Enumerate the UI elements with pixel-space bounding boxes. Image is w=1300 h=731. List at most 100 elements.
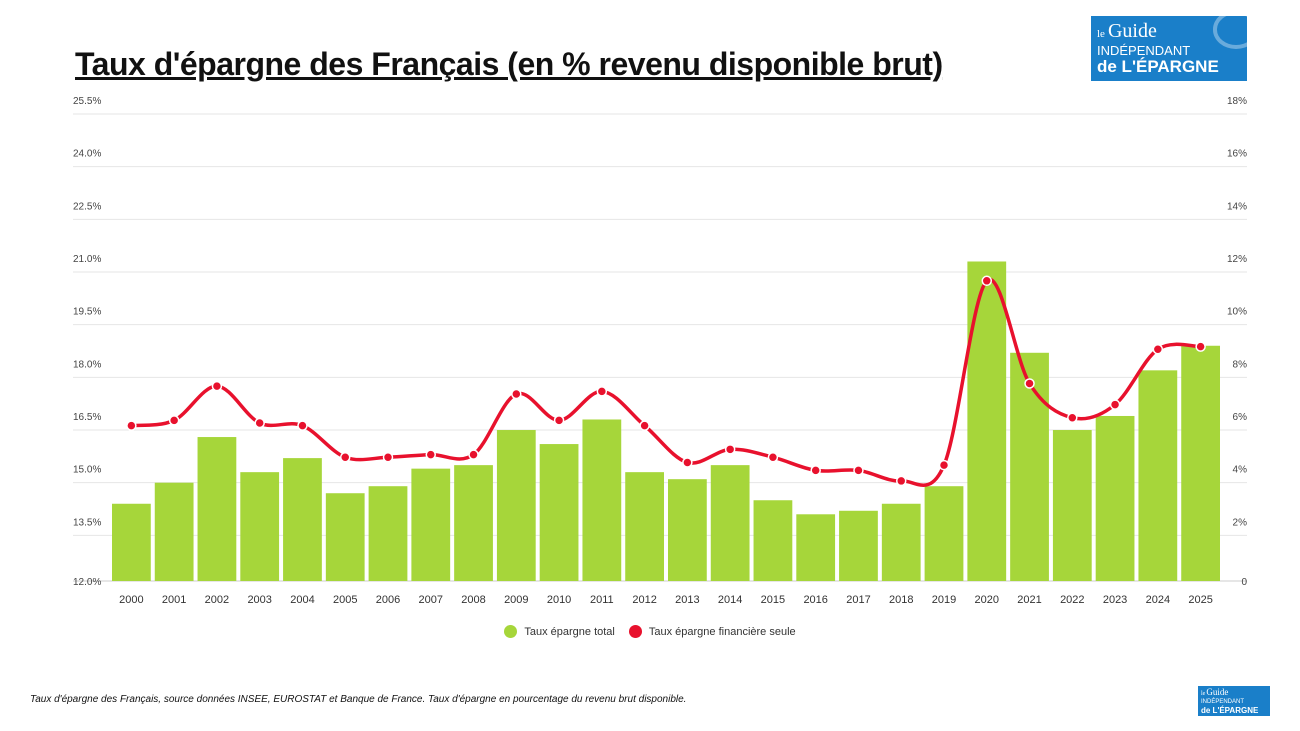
left-axis-tick-label: 19.5%	[73, 307, 101, 318]
line-point	[425, 449, 437, 460]
left-axis-tick-label: 15.0%	[73, 465, 101, 476]
line-point	[639, 420, 650, 431]
line-point	[724, 444, 736, 455]
line-point	[853, 465, 864, 476]
legend-swatch	[504, 625, 518, 638]
x-axis-tick-label: 2025	[1188, 594, 1212, 606]
bar	[625, 472, 664, 581]
bar	[668, 479, 707, 581]
left-axis-tick-label: 24.0%	[73, 149, 101, 160]
left-axis-tick-label: 22.5%	[73, 201, 101, 212]
right-axis-tick-label: 18%	[1227, 96, 1247, 107]
bar	[454, 465, 493, 581]
logo-text: le	[1201, 690, 1206, 697]
legend-swatch	[628, 625, 642, 638]
line-point	[895, 475, 907, 487]
line-point	[1152, 344, 1164, 355]
x-axis-tick-label: 2011	[590, 594, 614, 606]
x-axis-tick-label: 2021	[1017, 594, 1041, 606]
logo-text: Guide	[1206, 686, 1229, 697]
x-axis-tick-label: 2017	[846, 594, 870, 606]
x-axis-tick-label: 2003	[247, 594, 271, 606]
bar	[411, 468, 451, 581]
line-point	[1195, 341, 1206, 352]
line-point	[1024, 378, 1035, 389]
legend-item-financiere[interactable]: Taux épargne financière seule	[628, 625, 796, 638]
line-point	[596, 386, 608, 397]
x-axis-tick-label: 2005	[333, 594, 357, 606]
x-axis-tick-label: 2010	[547, 594, 571, 606]
logo-row: de L'ÉPARGNE	[1201, 706, 1267, 715]
line-point	[468, 449, 479, 460]
x-axis-tick-label: 2018	[889, 594, 913, 606]
bar	[197, 437, 237, 581]
page-title: Taux d'épargne des Français (en % revenu…	[75, 46, 943, 82]
line-point	[810, 465, 821, 476]
right-axis-tick-label: 10%	[1227, 307, 1247, 318]
bar	[924, 486, 964, 581]
x-axis-tick-label: 2013	[675, 594, 699, 606]
line-point	[1109, 399, 1121, 410]
x-axis-tick-label: 2024	[1146, 594, 1170, 606]
x-axis-tick-label: 2008	[461, 594, 485, 606]
x-axis-tick-label: 2019	[932, 594, 956, 606]
logo-row: de L'ÉPARGNE	[1097, 58, 1241, 76]
x-axis-tick-label: 2023	[1103, 594, 1127, 606]
legend-label: Taux épargne financière seule	[648, 625, 796, 638]
logo-text: INDÉPENDANT	[1201, 698, 1245, 705]
bar	[1095, 415, 1135, 581]
x-axis-tick-label: 2009	[504, 594, 528, 606]
right-axis-tick-label: 4%	[1233, 465, 1248, 476]
legend-item-total[interactable]: Taux épargne total	[504, 625, 615, 638]
logo-ring	[1212, 16, 1247, 49]
x-axis-tick-label: 2000	[119, 594, 143, 606]
x-axis-tick-label: 2007	[419, 594, 443, 606]
right-axis-tick-label: 16%	[1227, 149, 1247, 160]
right-axis-tick-label: 0	[1241, 577, 1247, 588]
bar	[839, 510, 878, 581]
chart: 12.0% 0 13.5% 2% 15.0% 4% 16.5% 6% 18.0% 8% 19.5% 1…	[73, 96, 1248, 606]
x-axis-tick-label: 2020	[975, 594, 999, 606]
bar	[967, 261, 1007, 581]
bar	[1052, 430, 1092, 581]
x-axis-tick-label: 2016	[803, 594, 827, 606]
logo-text: le	[1097, 28, 1105, 40]
line-point	[981, 275, 993, 287]
left-axis-tick-label: 13.5%	[73, 517, 101, 528]
line-point	[1067, 412, 1078, 423]
line-point	[211, 380, 223, 392]
right-axis-tick-label: 6%	[1233, 412, 1248, 423]
line-point	[297, 420, 308, 431]
x-axis-tick-label: 2012	[632, 594, 656, 606]
bar	[283, 458, 322, 581]
bar	[1181, 345, 1220, 581]
bar	[753, 500, 793, 581]
logo-row: leGuide	[1201, 686, 1267, 699]
bar	[1138, 370, 1178, 581]
logo-text: INDÉPENDANT	[1097, 43, 1191, 58]
x-axis-tick-label: 2006	[376, 594, 400, 606]
left-axis-tick-label: 21.0%	[73, 254, 101, 265]
logo: le Guide INDÉPENDANT de L'ÉPARGNE	[1091, 16, 1247, 81]
x-axis-tick-label: 2002	[205, 594, 229, 606]
left-axis-tick-label: 16.5%	[73, 412, 101, 423]
line-point	[938, 459, 950, 471]
left-axis-tick-label: 12.0%	[73, 577, 101, 588]
line-point	[126, 420, 137, 431]
right-axis-tick-label: 12%	[1227, 254, 1247, 265]
right-axis-tick-label: 14%	[1227, 201, 1247, 212]
bar	[796, 514, 836, 581]
line-point	[682, 457, 693, 468]
bar	[881, 503, 921, 581]
logo-text: de L'ÉPARGNE	[1097, 57, 1219, 76]
line-point	[168, 415, 180, 426]
line-point	[382, 451, 394, 463]
right-axis-tick-label: 2%	[1233, 517, 1248, 528]
bar	[582, 419, 622, 581]
line-point	[254, 417, 265, 429]
bar	[154, 482, 194, 581]
left-axis-tick-label: 18.0%	[73, 359, 101, 370]
x-axis-tick-label: 2022	[1060, 594, 1084, 606]
